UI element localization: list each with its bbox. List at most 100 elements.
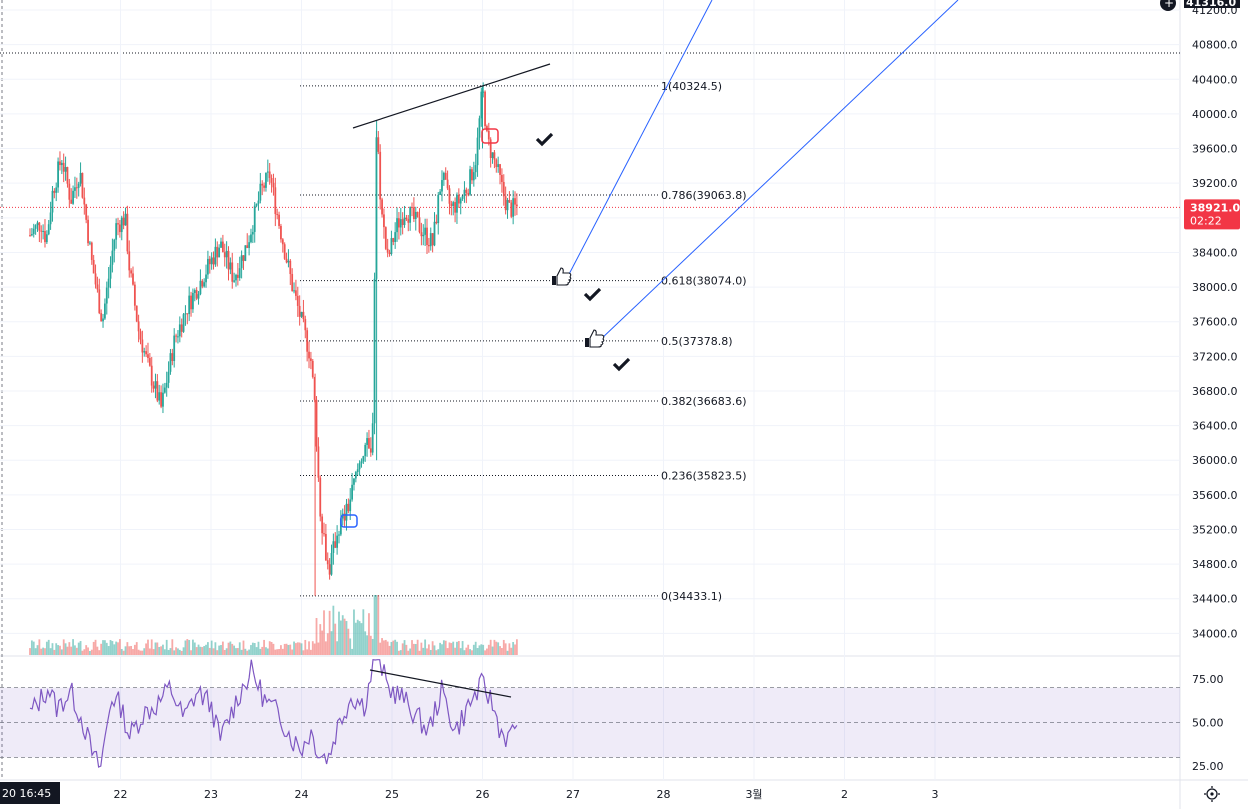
volume-bar — [235, 648, 237, 655]
volume-bar — [171, 639, 174, 655]
candle-body — [160, 392, 162, 407]
volume-bar — [113, 644, 116, 655]
volume-bar — [64, 643, 67, 655]
volume-bar — [49, 648, 52, 655]
candle-body — [120, 217, 123, 233]
rsi-divergence-line — [369, 669, 512, 698]
volume-bar — [512, 642, 515, 655]
price-axis[interactable]: 34000.0 34400.0 34800.0 35200.0 35600.0 36000… — [1192, 4, 1238, 773]
candle-body — [414, 211, 417, 220]
candle-body — [369, 448, 372, 453]
candle-body — [261, 183, 264, 186]
candle-body — [223, 252, 226, 258]
checkmark-icon — [535, 132, 554, 147]
fib-level-label: 0(34433.1) — [661, 590, 722, 603]
volume-bar — [244, 648, 247, 655]
candle-body — [300, 311, 303, 317]
candle-body — [34, 225, 37, 229]
candle-body — [85, 204, 88, 220]
candle-body — [111, 250, 114, 265]
volume-bar — [182, 647, 185, 655]
candle-body — [192, 292, 194, 310]
candle-body — [433, 221, 436, 246]
volume-bar — [405, 644, 408, 655]
volume-bar — [442, 640, 445, 655]
candle-body — [109, 264, 112, 279]
volume-bar — [502, 639, 505, 655]
candle-body — [420, 232, 423, 237]
volume-bar — [420, 642, 423, 655]
candle-body — [474, 165, 477, 173]
candle-body — [501, 174, 503, 182]
volume-bar — [444, 640, 447, 655]
candle-body — [360, 461, 363, 464]
thumbs-up-icon — [585, 329, 605, 348]
candle-body — [356, 469, 359, 473]
volume-bar — [354, 622, 357, 655]
volume-bar — [180, 650, 183, 655]
price-tick-label: 39200.0 — [1192, 177, 1238, 190]
volume-bar — [94, 639, 97, 655]
volume-bar — [173, 650, 176, 655]
candle-body — [326, 560, 329, 565]
fib-level-label: 0.236(35823.5) — [661, 469, 747, 482]
volume-bar — [353, 609, 355, 655]
volume-bar — [42, 647, 45, 655]
time-axis[interactable]: 22 23 24 25 26 27 28 3월 2 3 — [114, 788, 939, 801]
candle-body — [156, 381, 159, 401]
candle-body — [508, 200, 511, 203]
candle-body — [154, 381, 157, 389]
price-candles — [29, 82, 518, 596]
candle-body — [339, 518, 342, 535]
candle-body — [147, 354, 149, 358]
volume-bar — [375, 595, 378, 655]
volume-bar — [163, 649, 166, 655]
candle-body — [229, 262, 232, 270]
volume-bar — [246, 650, 249, 655]
volume-bar — [117, 642, 119, 655]
checkmark-icon — [583, 287, 602, 302]
candle-body — [175, 335, 177, 337]
candle-body — [240, 255, 243, 269]
volume-bar — [59, 645, 61, 655]
volume-bar — [287, 644, 290, 655]
candle-body — [75, 187, 78, 189]
volume-bar — [74, 645, 76, 655]
volume-bar — [40, 648, 43, 655]
volume-bar — [274, 649, 277, 655]
candle-body — [137, 321, 140, 332]
drawings[interactable] — [340, 0, 959, 528]
fibonacci-retracement[interactable]: 1(40324.5) 0.786(39063.8) 0.618(38074.0) 0.… — [300, 80, 747, 603]
candle-body — [130, 270, 133, 274]
volume-bar — [57, 645, 59, 655]
add-alert-icon[interactable]: + — [1160, 0, 1176, 11]
candle-body — [448, 188, 451, 204]
thumbs-up-blue-icon — [340, 514, 358, 528]
price-tick-label: 35600.0 — [1192, 489, 1238, 502]
candle-body — [309, 358, 312, 361]
volume-bar — [75, 647, 78, 655]
candle-body — [362, 456, 365, 462]
candle-body — [398, 218, 400, 228]
price-tick-label: 40800.0 — [1192, 39, 1238, 52]
volume-bar — [38, 639, 41, 655]
volume-bar — [227, 642, 230, 655]
candle-body — [66, 167, 69, 184]
volume-bar — [356, 619, 359, 655]
candle-body — [321, 516, 324, 534]
volume-bar — [298, 642, 301, 655]
candle-body — [281, 239, 284, 245]
volume-bar — [351, 648, 353, 655]
volume-bar — [218, 645, 221, 655]
candle-body — [510, 202, 513, 217]
candle-body — [512, 198, 515, 217]
volume-bar — [461, 641, 464, 655]
settings-icon[interactable] — [1204, 786, 1220, 802]
volume-bar — [45, 641, 48, 655]
candle-body — [394, 232, 397, 242]
candle-body — [126, 213, 129, 252]
volume-bar — [152, 649, 155, 655]
volume-bar — [81, 650, 84, 655]
volume-bar — [148, 648, 151, 655]
